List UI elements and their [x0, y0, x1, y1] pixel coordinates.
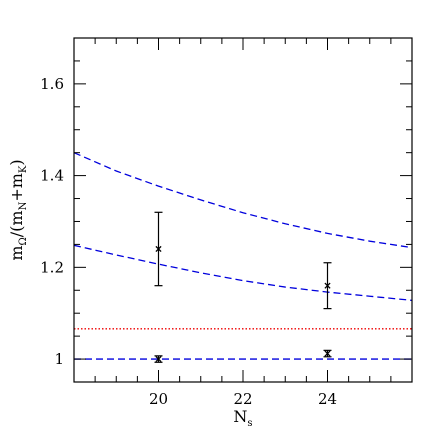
- data-point: [323, 349, 332, 358]
- ticks-layer: [73, 37, 413, 383]
- curve-2: [74, 244, 412, 302]
- x-axis-title-main: N: [233, 407, 247, 426]
- y-tick-label: 1.2: [40, 258, 64, 276]
- point-marker: [324, 282, 331, 289]
- y-axis-title-plus: +m: [7, 173, 26, 202]
- plot-frame: [73, 37, 413, 383]
- y-axis-title-mid-sub: N: [18, 201, 29, 210]
- curve-1: [74, 152, 412, 249]
- y-axis-title: mΩ/(mN+mK): [7, 159, 29, 260]
- point-marker: [324, 350, 331, 357]
- point-marker: [155, 356, 162, 363]
- data-point: [154, 355, 163, 363]
- y-axis-title-pre: m: [7, 246, 26, 261]
- data-point: [154, 211, 163, 287]
- y-tick-label: 1: [54, 350, 64, 368]
- y-tick-label: 1.4: [40, 167, 64, 185]
- y-axis-title-close: ): [7, 159, 26, 165]
- x-axis-title: Ns: [233, 407, 252, 429]
- x-axis-title-sub: s: [247, 418, 252, 429]
- x-tick-label: 22: [233, 390, 252, 408]
- point-marker: [155, 245, 162, 253]
- y-axis-title-pre-sub: Ω: [18, 237, 29, 245]
- y-axis-title-plus-sub: K: [18, 165, 29, 173]
- curves-layer: [74, 152, 412, 360]
- tick-labels-layer: 20 22 24 1 1.2 1.4 1.6: [40, 75, 337, 408]
- y-tick-label: 1.6: [40, 75, 64, 93]
- y-axis-title-mid: /(m: [7, 210, 26, 237]
- x-tick-label: 20: [149, 390, 168, 408]
- x-tick-label: 24: [318, 390, 337, 408]
- data-point: [323, 262, 332, 310]
- points-layer: [154, 211, 332, 363]
